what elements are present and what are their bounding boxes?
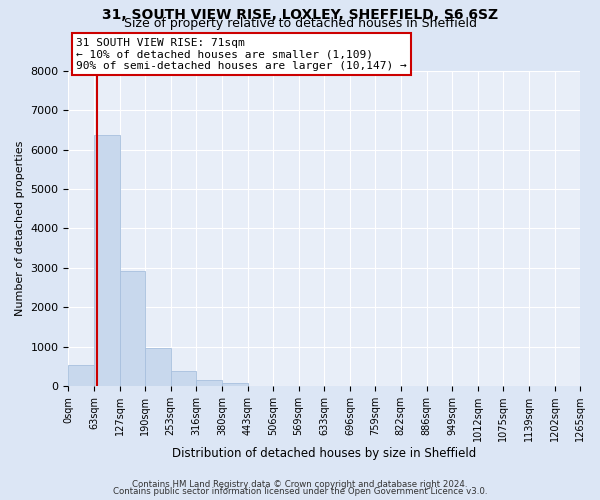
Bar: [171, 371, 196, 386]
Bar: [94, 134, 120, 386]
Text: Size of property relative to detached houses in Sheffield: Size of property relative to detached ho…: [124, 17, 476, 30]
Bar: [196, 380, 222, 386]
Text: Contains HM Land Registry data © Crown copyright and database right 2024.: Contains HM Land Registry data © Crown c…: [132, 480, 468, 489]
Bar: [120, 271, 145, 386]
X-axis label: Distribution of detached houses by size in Sheffield: Distribution of detached houses by size …: [172, 447, 476, 460]
Bar: [222, 383, 248, 386]
Text: 31 SOUTH VIEW RISE: 71sqm
← 10% of detached houses are smaller (1,109)
90% of se: 31 SOUTH VIEW RISE: 71sqm ← 10% of detac…: [76, 38, 407, 70]
Bar: [68, 364, 94, 386]
Text: Contains public sector information licensed under the Open Government Licence v3: Contains public sector information licen…: [113, 487, 487, 496]
Text: 31, SOUTH VIEW RISE, LOXLEY, SHEFFIELD, S6 6SZ: 31, SOUTH VIEW RISE, LOXLEY, SHEFFIELD, …: [102, 8, 498, 22]
Y-axis label: Number of detached properties: Number of detached properties: [15, 141, 25, 316]
Bar: [145, 348, 171, 386]
